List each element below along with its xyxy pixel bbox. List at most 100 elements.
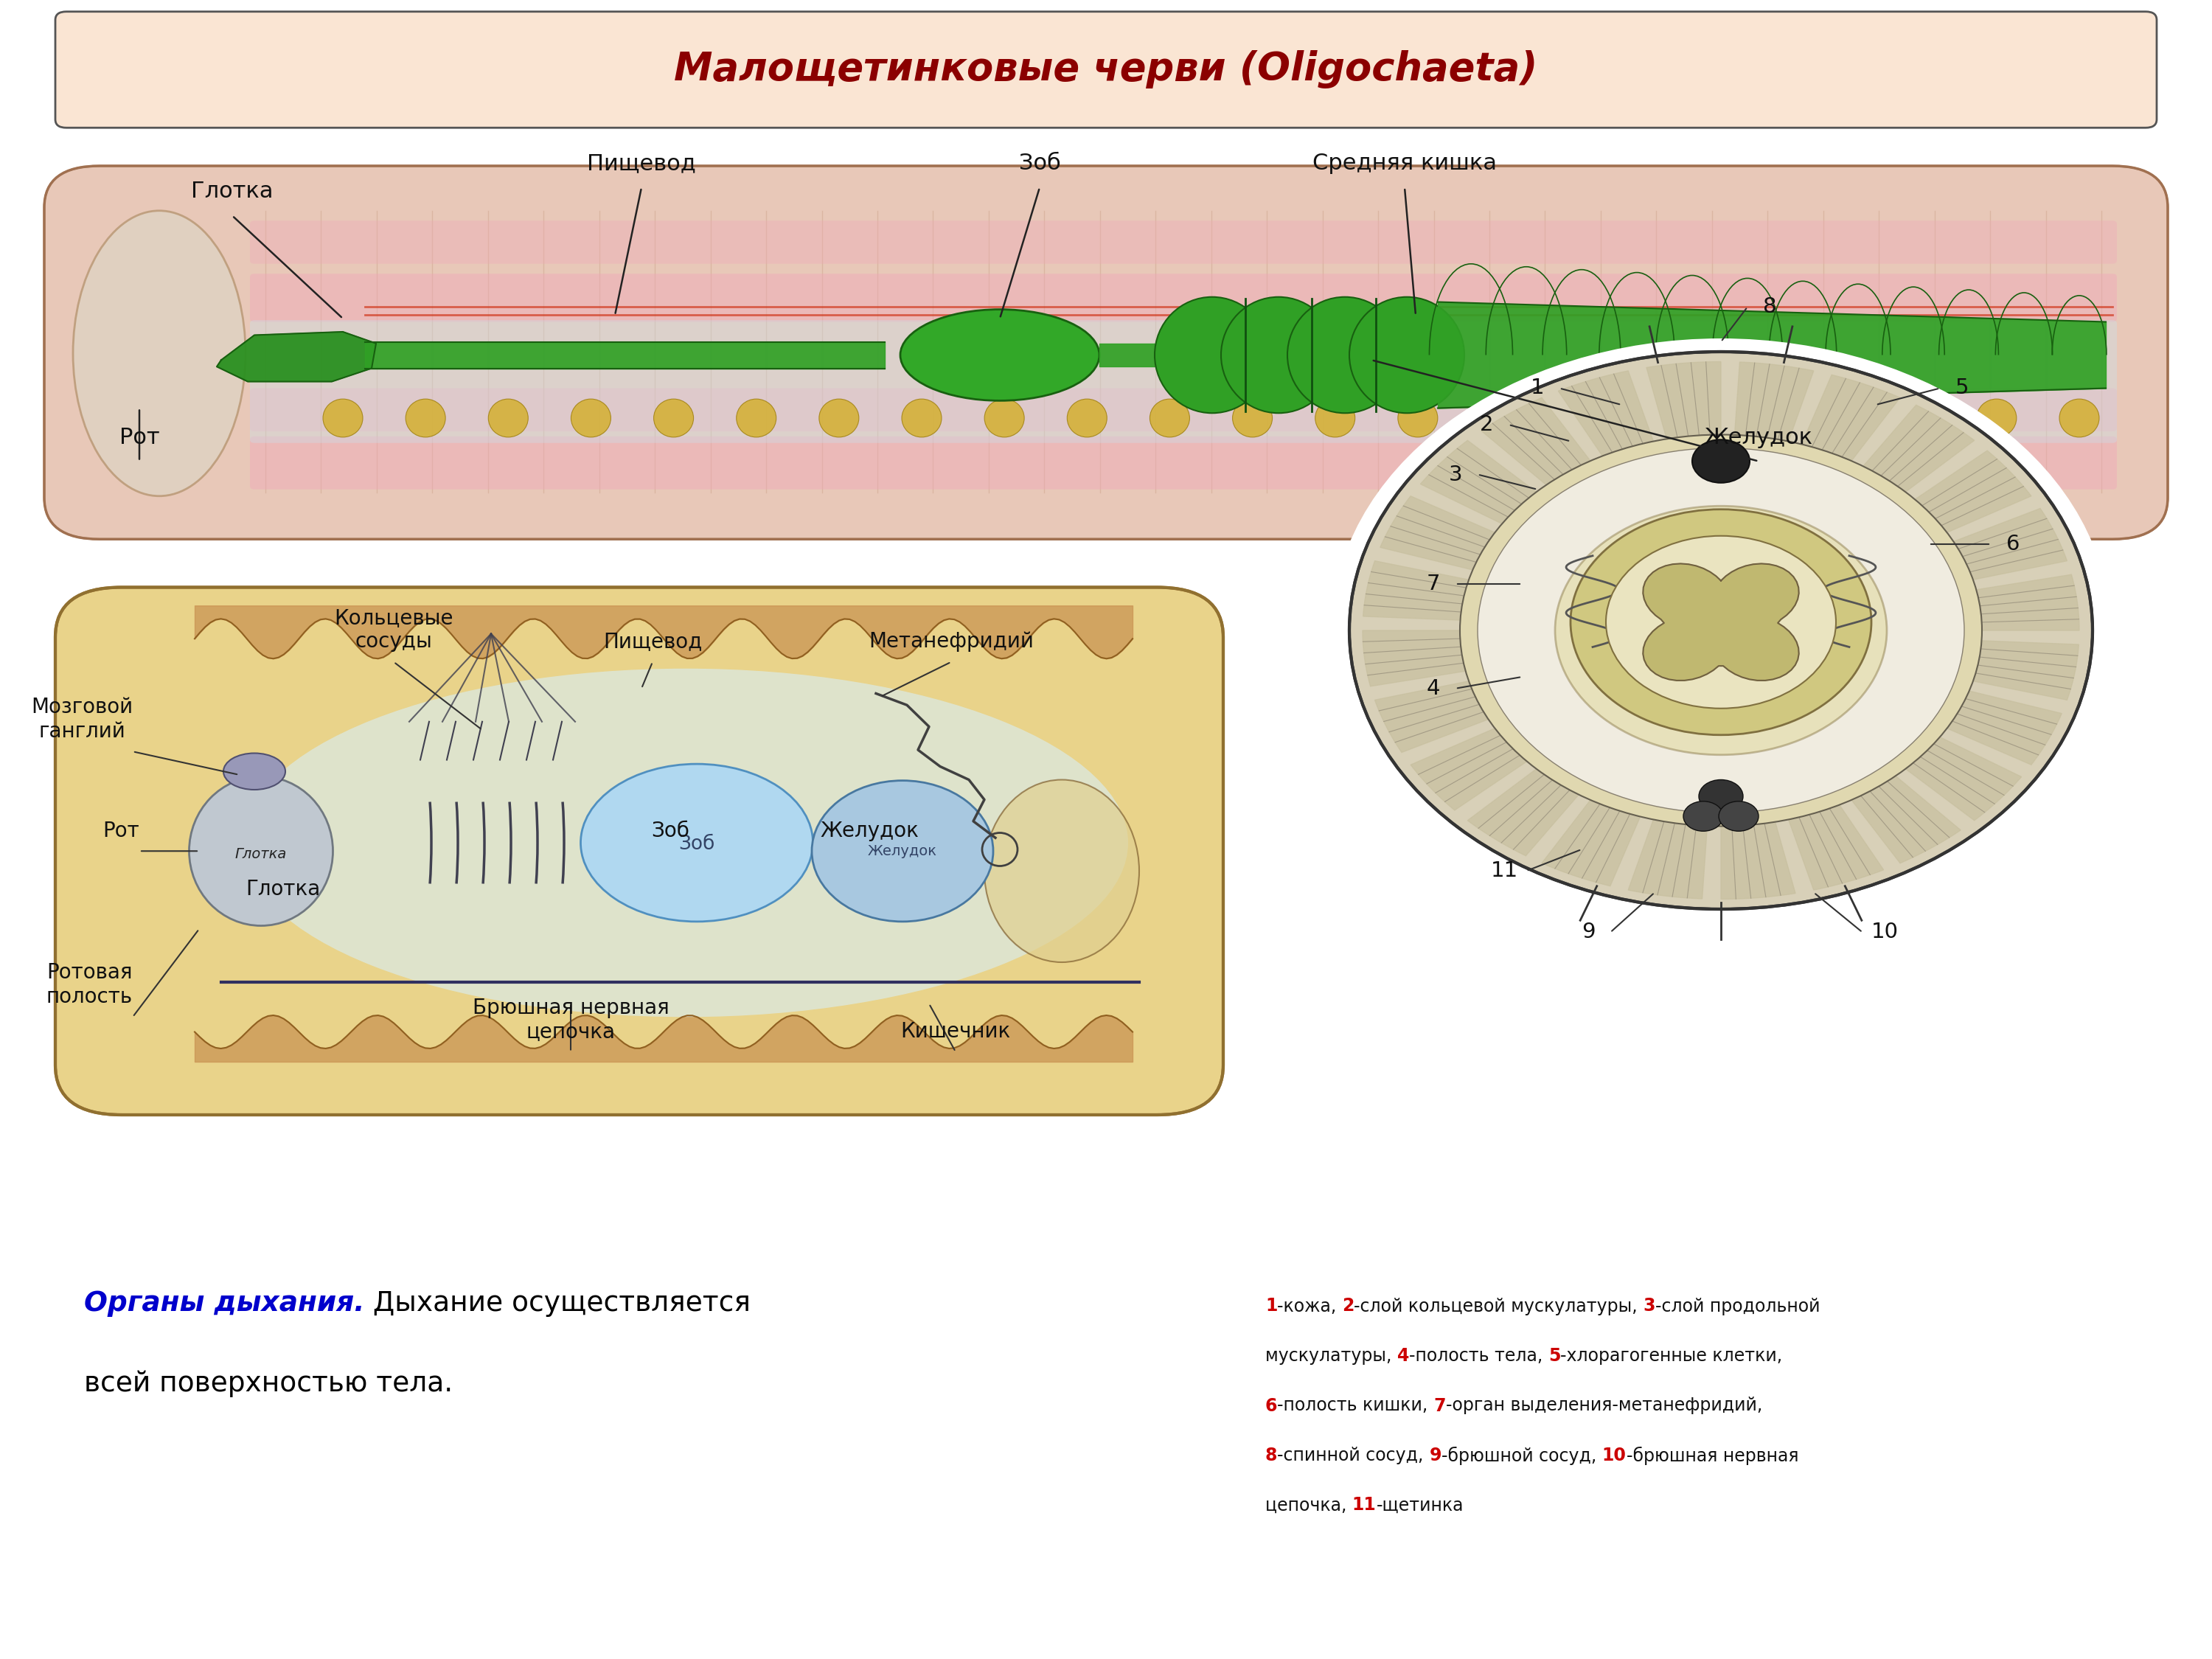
Text: -хлорагогенные клетки,: -хлорагогенные клетки, — [1559, 1347, 1783, 1365]
Polygon shape — [1646, 362, 1721, 440]
Text: Зоб: Зоб — [1020, 153, 1060, 174]
Polygon shape — [1975, 574, 2079, 630]
Ellipse shape — [1316, 398, 1356, 436]
Text: -полость тела,: -полость тела, — [1409, 1347, 1548, 1365]
Text: Органы дыхания.: Органы дыхания. — [84, 1291, 365, 1317]
Text: 2: 2 — [1343, 1297, 1354, 1316]
Ellipse shape — [1893, 398, 1933, 436]
Polygon shape — [1628, 820, 1708, 899]
Polygon shape — [1973, 640, 2079, 700]
Polygon shape — [1420, 440, 1537, 524]
Ellipse shape — [405, 398, 445, 436]
Ellipse shape — [571, 398, 611, 436]
Circle shape — [1606, 536, 1836, 708]
Text: 7: 7 — [1427, 574, 1440, 594]
Text: Глотка: Глотка — [246, 879, 321, 899]
Polygon shape — [217, 332, 376, 382]
Text: цепочка,: цепочка, — [1265, 1496, 1352, 1515]
Text: 5: 5 — [1548, 1347, 1562, 1365]
Polygon shape — [1411, 728, 1526, 810]
Polygon shape — [1482, 398, 1590, 484]
Text: Пищевод: Пищевод — [604, 632, 701, 652]
Circle shape — [1460, 435, 1982, 826]
Text: -брюшной сосуд,: -брюшной сосуд, — [1442, 1447, 1601, 1465]
Text: 10: 10 — [1871, 922, 1898, 942]
Ellipse shape — [1646, 398, 1686, 436]
Text: Кишечник: Кишечник — [900, 1022, 1011, 1042]
Polygon shape — [1557, 372, 1652, 456]
Text: Рот: Рот — [102, 821, 139, 841]
Polygon shape — [1363, 630, 1467, 687]
Text: 9: 9 — [1582, 922, 1595, 942]
Polygon shape — [1790, 805, 1885, 889]
Circle shape — [1571, 509, 1871, 735]
Text: -слой кольцевой мускулатуры,: -слой кольцевой мускулатуры, — [1354, 1297, 1644, 1316]
Ellipse shape — [1978, 398, 2017, 436]
Circle shape — [1332, 338, 2110, 922]
Polygon shape — [1953, 508, 2066, 579]
FancyBboxPatch shape — [250, 274, 2117, 322]
Text: Желудок: Желудок — [1703, 426, 1814, 448]
Text: Желудок: Желудок — [867, 844, 938, 858]
Ellipse shape — [1728, 398, 1767, 436]
Ellipse shape — [489, 398, 529, 436]
FancyBboxPatch shape — [250, 320, 2117, 443]
Text: Брюшная нервная
цепочка: Брюшная нервная цепочка — [473, 997, 668, 1042]
Text: Кольцевые
сосуды: Кольцевые сосуды — [334, 607, 453, 652]
Ellipse shape — [1221, 297, 1336, 413]
Text: 7: 7 — [1433, 1397, 1447, 1415]
Text: 8: 8 — [1763, 297, 1776, 317]
Text: -орган выделения-метанефридий,: -орган выделения-метанефридий, — [1447, 1397, 1763, 1415]
Circle shape — [1699, 780, 1743, 813]
Polygon shape — [1363, 561, 1469, 620]
Circle shape — [1555, 506, 1887, 755]
Polygon shape — [1863, 405, 1975, 493]
Text: Рот: Рот — [119, 426, 159, 448]
Ellipse shape — [984, 780, 1139, 962]
Text: Глотка: Глотка — [234, 848, 288, 861]
Ellipse shape — [1287, 297, 1402, 413]
Text: -кожа,: -кожа, — [1276, 1297, 1343, 1316]
Text: Мозговой
ганглий: Мозговой ганглий — [31, 697, 133, 742]
Text: 4: 4 — [1398, 1347, 1409, 1365]
Ellipse shape — [1150, 398, 1190, 436]
Polygon shape — [1947, 690, 2062, 765]
Text: -спинной сосуд,: -спинной сосуд, — [1276, 1447, 1429, 1465]
Text: 9: 9 — [1429, 1447, 1442, 1465]
Text: -брюшная нервная: -брюшная нервная — [1626, 1447, 1798, 1465]
Text: -полость кишки,: -полость кишки, — [1276, 1397, 1433, 1415]
Ellipse shape — [1398, 398, 1438, 436]
Polygon shape — [1801, 375, 1900, 461]
Text: 2: 2 — [1480, 415, 1493, 435]
Text: 8: 8 — [1265, 1447, 1276, 1465]
Ellipse shape — [580, 763, 814, 922]
Polygon shape — [1851, 776, 1960, 863]
Polygon shape — [1467, 768, 1579, 856]
Text: 5: 5 — [1955, 378, 1969, 398]
Polygon shape — [1905, 737, 2022, 821]
Text: Малощетинковые черви (Oligochaeta): Малощетинковые черви (Oligochaeta) — [675, 50, 1537, 90]
Text: -щетинка: -щетинка — [1376, 1496, 1464, 1515]
Text: -слой продольной: -слой продольной — [1655, 1297, 1820, 1316]
Polygon shape — [1542, 800, 1641, 886]
FancyBboxPatch shape — [250, 436, 2117, 489]
FancyBboxPatch shape — [44, 166, 2168, 539]
Ellipse shape — [1564, 398, 1604, 436]
Text: Зоб: Зоб — [650, 821, 690, 841]
Text: Метанефридий: Метанефридий — [869, 632, 1033, 652]
Text: Средняя кишка: Средняя кишка — [1312, 153, 1498, 174]
Polygon shape — [1644, 564, 1798, 680]
Ellipse shape — [900, 309, 1099, 400]
Text: 1: 1 — [1265, 1297, 1276, 1316]
FancyBboxPatch shape — [250, 221, 2117, 264]
Polygon shape — [1916, 451, 2031, 533]
Ellipse shape — [223, 753, 285, 790]
Text: Желудок: Желудок — [821, 821, 918, 841]
Ellipse shape — [737, 398, 776, 436]
Ellipse shape — [1232, 398, 1272, 436]
Circle shape — [1692, 440, 1750, 483]
FancyBboxPatch shape — [250, 388, 2117, 431]
Text: Глотка: Глотка — [190, 181, 274, 202]
Text: 3: 3 — [1644, 1297, 1655, 1316]
Text: Пищевод: Пищевод — [586, 153, 697, 174]
